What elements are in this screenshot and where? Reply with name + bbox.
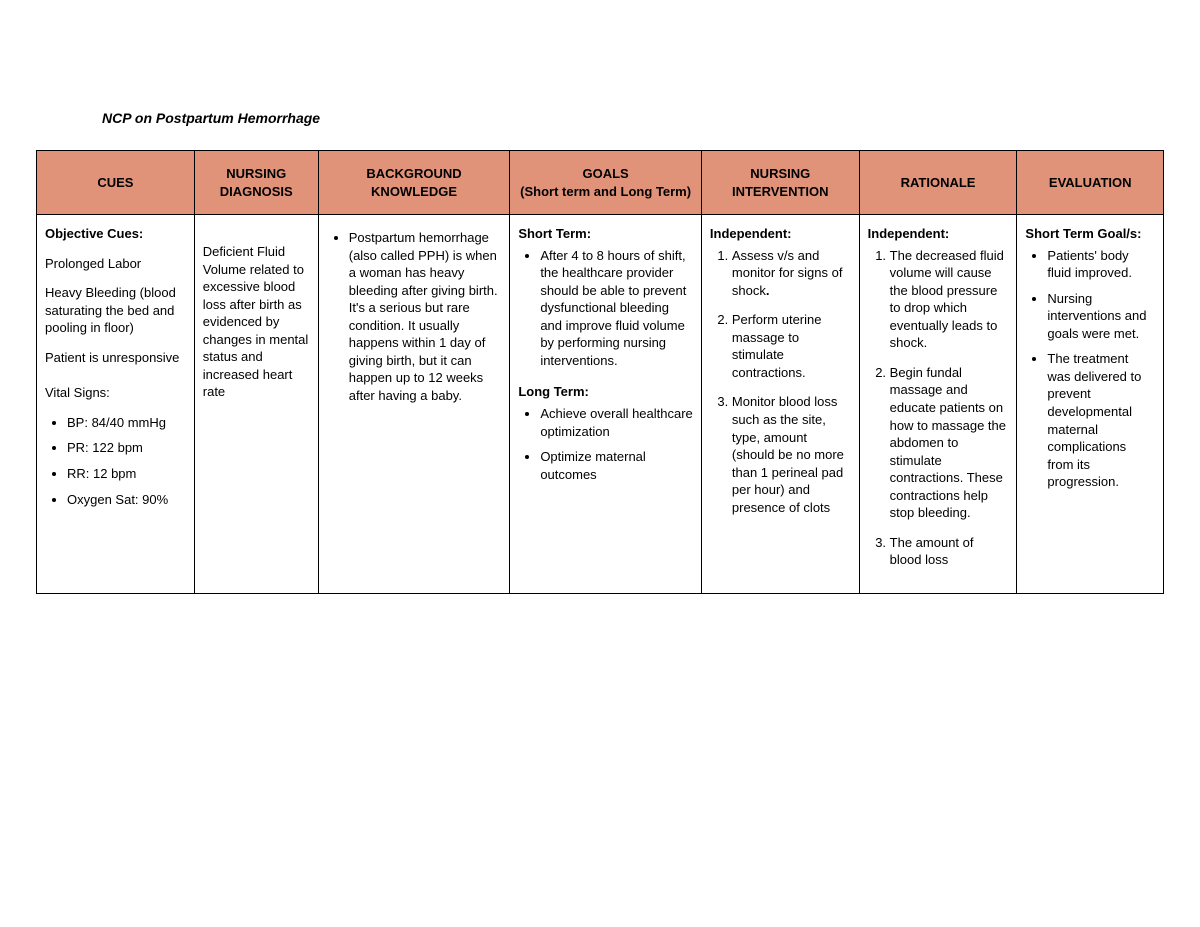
evaluation-list: Patients' body fluid improved. Nursing i… [1025, 247, 1155, 491]
page: NCP on Postpartum Hemorrhage CUES NURSIN… [0, 0, 1200, 927]
header-diagnosis: NURSING DIAGNOSIS [194, 151, 318, 215]
rationale-list: The decreased fluid volume will cause th… [868, 247, 1009, 569]
vital-o2: Oxygen Sat: 90% [67, 491, 186, 509]
cell-diagnosis: Deficient Fluid Volume related to excess… [194, 215, 318, 594]
header-knowledge: BACKGROUND KNOWLEDGE [318, 151, 510, 215]
intervention-item2: Perform uterine massage to stimulate con… [732, 311, 851, 381]
intervention-item3: Monitor blood loss such as the site, typ… [732, 393, 851, 516]
cues-heading: Objective Cues: [45, 225, 186, 243]
cell-evaluation: Short Term Goal/s: Patients' body fluid … [1017, 215, 1164, 594]
goals-long-list: Achieve overall healthcare optimization … [518, 405, 693, 483]
intervention-item1: Assess v/s and monitor for signs of shoc… [732, 247, 851, 300]
header-evaluation: EVALUATION [1017, 151, 1164, 215]
cell-intervention: Independent: Assess v/s and monitor for … [701, 215, 859, 594]
goals-short-label: Short Term: [518, 225, 693, 243]
cell-knowledge: Postpartum hemorrhage (also called PPH) … [318, 215, 510, 594]
vital-signs-label: Vital Signs: [45, 384, 186, 402]
vital-signs-list: BP: 84/40 mmHg PR: 122 bpm RR: 12 bpm Ox… [45, 414, 186, 508]
rationale-item3: The amount of blood loss [890, 534, 1009, 569]
knowledge-list: Postpartum hemorrhage (also called PPH) … [327, 229, 502, 404]
goals-short-list: After 4 to 8 hours of shift, the healthc… [518, 247, 693, 370]
goals-short-item: After 4 to 8 hours of shift, the healthc… [540, 247, 693, 370]
goals-long-label: Long Term: [518, 383, 693, 401]
rationale-label: Independent: [868, 225, 1009, 243]
diagnosis-text: Deficient Fluid Volume related to excess… [203, 243, 310, 401]
intervention-item1-text: Assess v/s and monitor for signs of shoc… [732, 248, 843, 298]
ncp-table: CUES NURSING DIAGNOSIS BACKGROUND KNOWLE… [36, 150, 1164, 594]
evaluation-item2: Nursing interventions and goals were met… [1047, 290, 1155, 343]
cell-goals: Short Term: After 4 to 8 hours of shift,… [510, 215, 702, 594]
intervention-item1-period: . [766, 283, 770, 298]
cell-rationale: Independent: The decreased fluid volume … [859, 215, 1017, 594]
evaluation-label: Short Term Goal/s: [1025, 225, 1155, 243]
goals-long-item1: Achieve overall healthcare optimization [540, 405, 693, 440]
cues-item3: Patient is unresponsive [45, 349, 186, 367]
cell-cues: Objective Cues: Prolonged Labor Heavy Bl… [37, 215, 195, 594]
table-row: Objective Cues: Prolonged Labor Heavy Bl… [37, 215, 1164, 594]
header-cues: CUES [37, 151, 195, 215]
vital-pr: PR: 122 bpm [67, 439, 186, 457]
table-header-row: CUES NURSING DIAGNOSIS BACKGROUND KNOWLE… [37, 151, 1164, 215]
knowledge-text: Postpartum hemorrhage (also called PPH) … [349, 229, 502, 404]
header-goals: GOALS (Short term and Long Term) [510, 151, 702, 215]
intervention-list: Assess v/s and monitor for signs of shoc… [710, 247, 851, 517]
goals-long-item2: Optimize maternal outcomes [540, 448, 693, 483]
header-goals-line2: (Short term and Long Term) [520, 184, 691, 199]
intervention-label: Independent: [710, 225, 851, 243]
header-intervention: NURSING INTERVENTION [701, 151, 859, 215]
document-title: NCP on Postpartum Hemorrhage [102, 110, 1164, 126]
vital-bp: BP: 84/40 mmHg [67, 414, 186, 432]
vital-rr: RR: 12 bpm [67, 465, 186, 483]
cues-item1: Prolonged Labor [45, 255, 186, 273]
header-goals-line1: GOALS [582, 166, 628, 181]
evaluation-item1: Patients' body fluid improved. [1047, 247, 1155, 282]
rationale-item1: The decreased fluid volume will cause th… [890, 247, 1009, 352]
header-rationale: RATIONALE [859, 151, 1017, 215]
rationale-item2: Begin fundal massage and educate patient… [890, 364, 1009, 522]
evaluation-item3: The treatment was delivered to prevent d… [1047, 350, 1155, 490]
cues-item2: Heavy Bleeding (blood saturating the bed… [45, 284, 186, 337]
